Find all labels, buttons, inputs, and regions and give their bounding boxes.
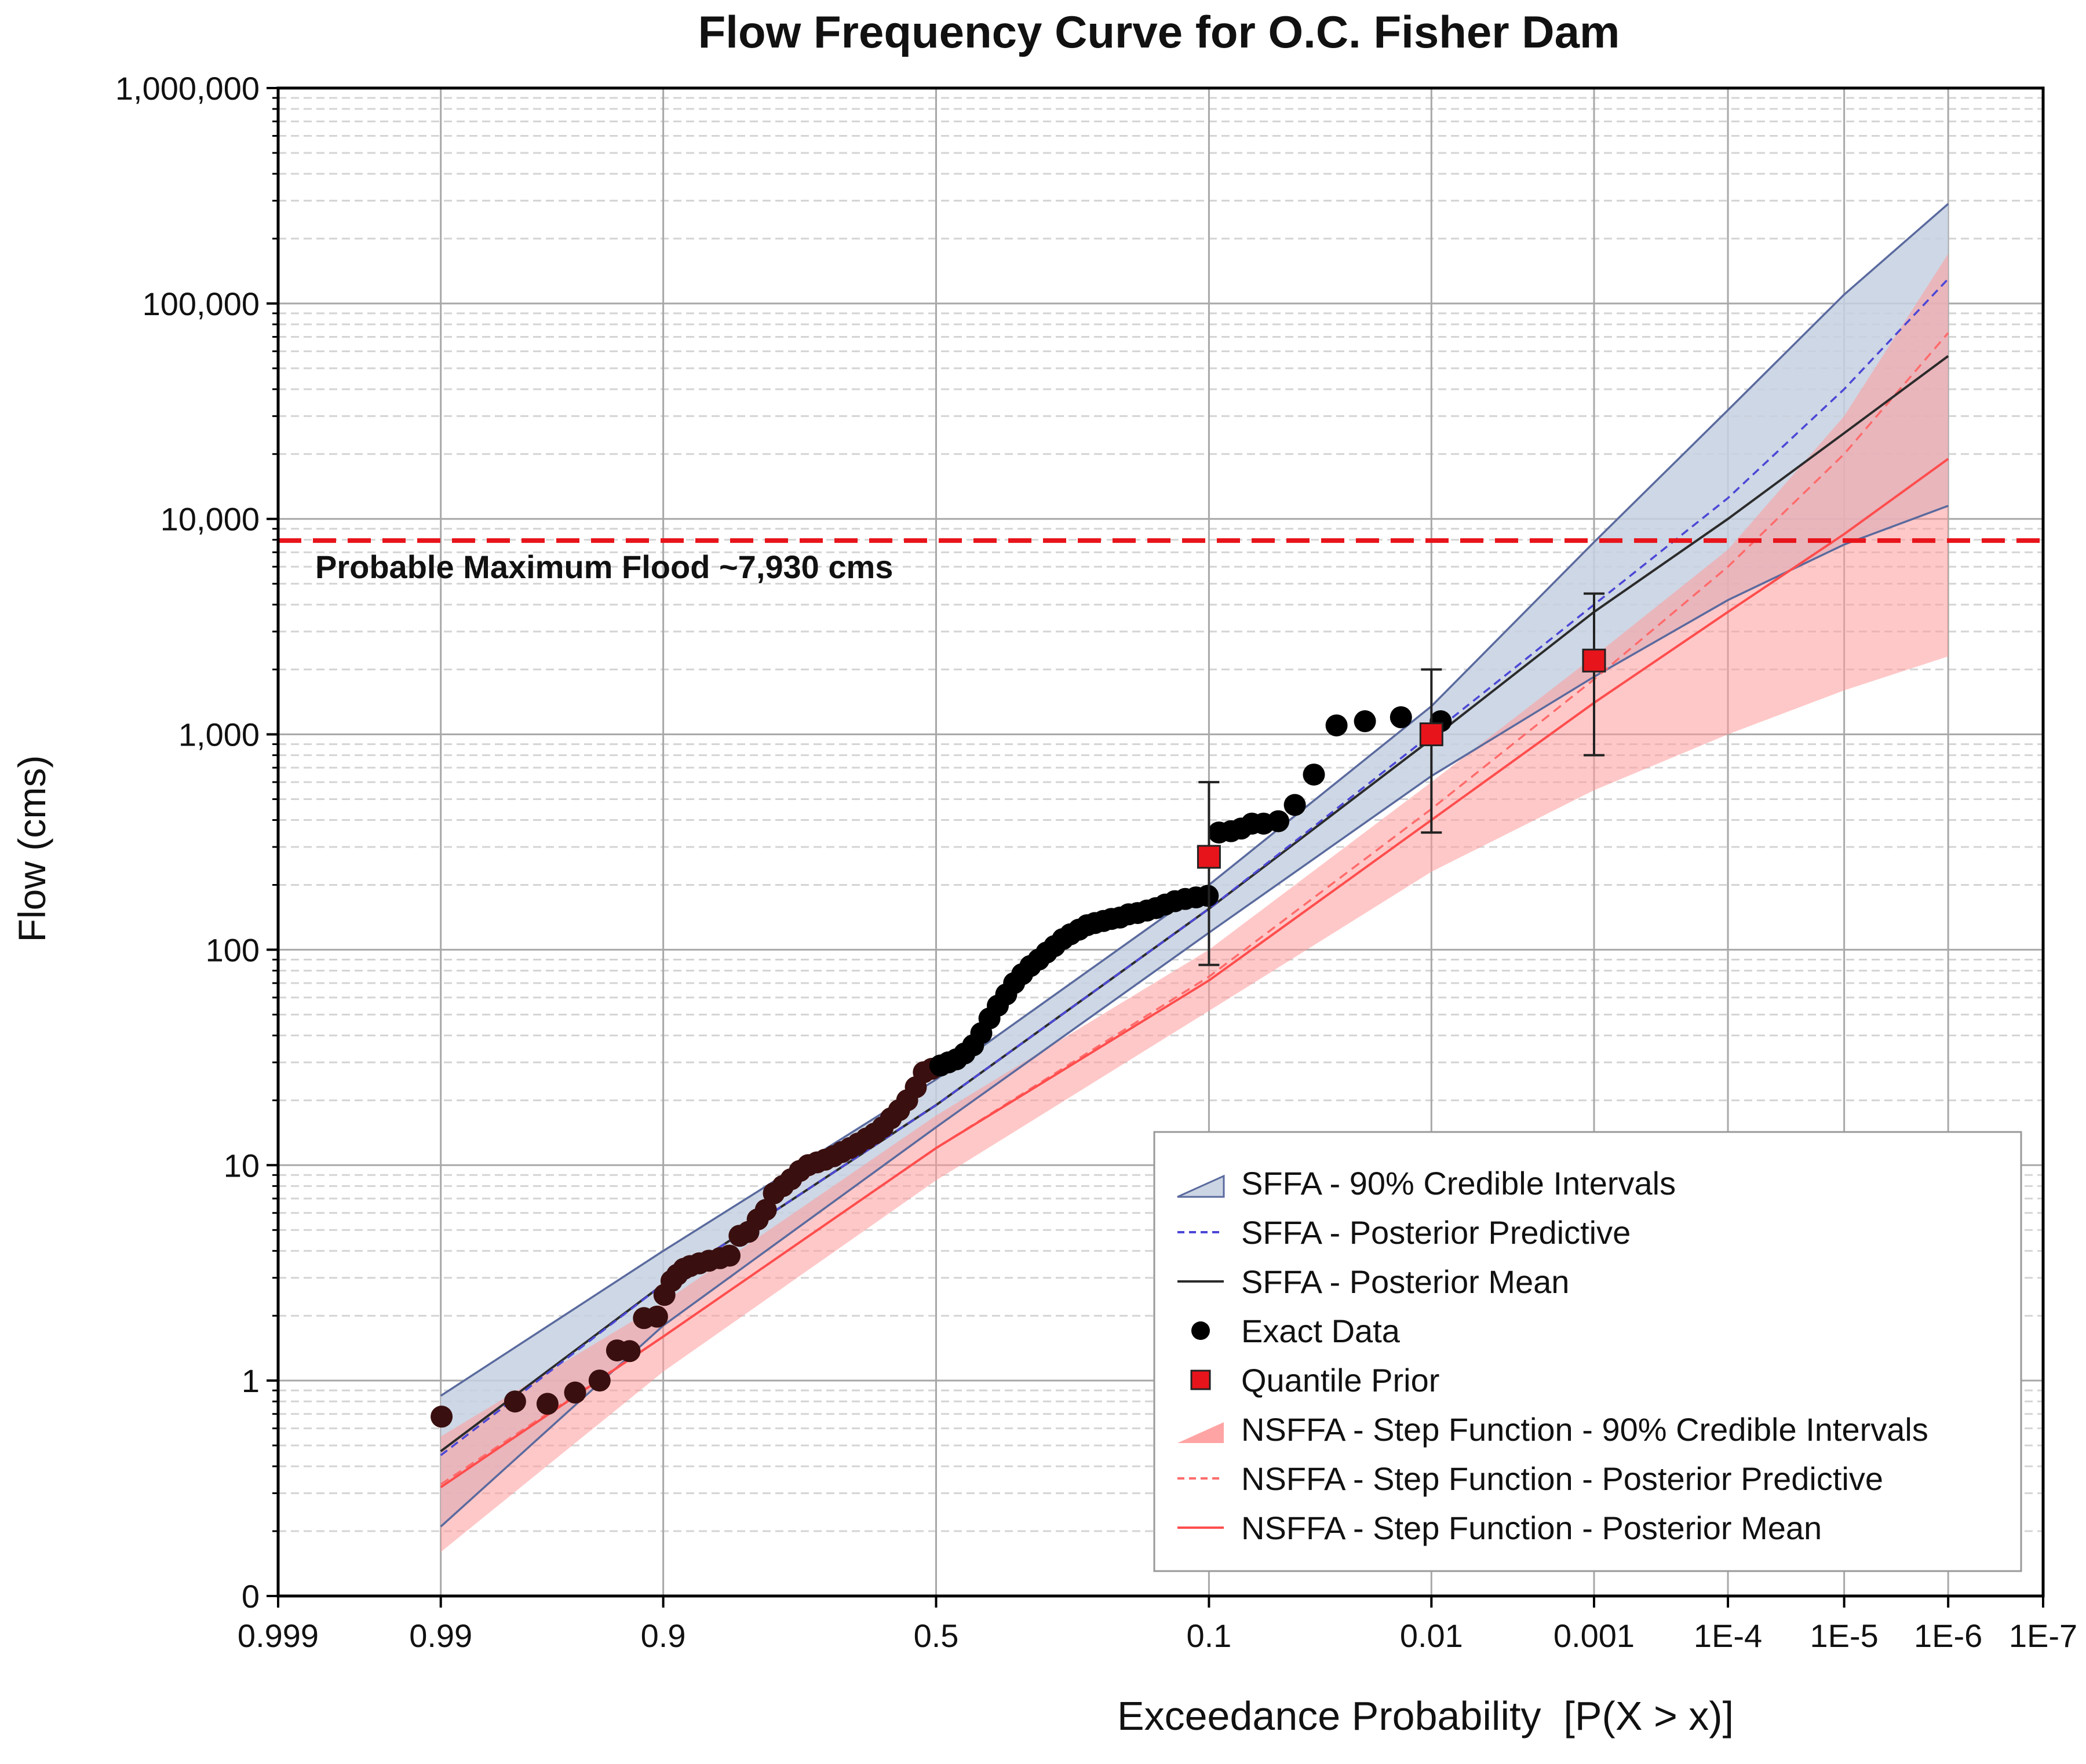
exact-data-point [719,1244,741,1267]
exact-data-point [564,1381,586,1404]
exact-data-point [1325,714,1348,737]
exact-data-point [618,1340,641,1363]
legend-label: SFFA - 90% Credible Intervals [1241,1165,1676,1201]
nsffa-band [440,254,1949,1553]
x-axis-label: Exceedance Probability [P(X > x)] [1117,1693,1734,1739]
plot-frame [276,86,2045,1598]
x-tick-label: 0.99 [409,1617,472,1654]
y-axis-label: Flow (cms) [10,755,53,943]
y-tick-label: 1,000,000 [115,70,260,107]
chart-title: Flow Frequency Curve for O.C. Fisher Dam [698,6,1620,57]
exact-data-point [646,1305,668,1328]
y-tick-label: 1 [242,1363,260,1399]
exact-data-point [588,1369,611,1392]
exact-data-point [1267,810,1290,832]
x-tick-label: 1E-7 [2009,1617,2077,1654]
exact-data-point [1283,794,1306,816]
legend-label: Quantile Prior [1241,1362,1439,1398]
y-tick-label: 1,000 [178,717,260,753]
legend-label: NSFFA - Step Function - Posterior Mean [1241,1510,1822,1546]
exact-data-point [754,1199,777,1221]
exact-data-point [1390,706,1412,729]
x-tick-label: 0.001 [1553,1617,1635,1654]
quantile-prior-marker [1582,648,1606,673]
x-tick-label: 1E-5 [1810,1617,1878,1654]
quantile-prior-marker [1419,722,1443,747]
legend-label: NSFFA - Step Function - Posterior Predic… [1241,1460,1883,1497]
y-tick-label: 100 [206,932,260,968]
exact-data-point [1354,710,1376,732]
legend: SFFA - 90% Credible Intervals SFFA - Post… [1153,1131,2022,1572]
legend-box [1153,1131,2022,1572]
exact-data-point [504,1390,526,1413]
exact-data-point [1303,764,1325,786]
exact-data-point [536,1393,559,1415]
quantile-prior-marker [1197,845,1221,869]
y-tick-label: 10,000 [161,501,260,538]
x-tick-label: 1E-4 [1694,1617,1762,1654]
x-tick-label: 0.1 [1186,1617,1231,1654]
pmf-label: Probable Maximum Flood ~7,930 cms [315,549,893,585]
exact-data-point [1197,885,1219,907]
legend-label: SFFA - Posterior Mean [1241,1263,1569,1300]
legend-swatch-dot [1191,1321,1210,1340]
x-tick-label: 0.5 [914,1617,959,1654]
x-tick-label: 1E-6 [1914,1617,1982,1654]
legend-swatch-band [1177,1422,1224,1443]
y-tick-label: 0 [242,1578,260,1615]
y-tick-label: 10 [224,1147,260,1184]
sffa-band [440,203,1949,1527]
plot-series [278,203,2043,1553]
x-tick-label: 0.9 [641,1617,686,1654]
legend-label: SFFA - Posterior Predictive [1241,1214,1631,1251]
x-tick-label: 0.01 [1400,1617,1463,1654]
exact-data-point [431,1405,453,1428]
legend-swatch-band [1177,1174,1225,1198]
legend-swatch-square [1190,1369,1211,1390]
legend-label: NSFFA - Step Function - 90% Credible Int… [1241,1411,1928,1448]
y-tick-label: 100,000 [143,286,260,322]
legend-label: Exact Data [1241,1313,1401,1349]
x-tick-label: 0.999 [238,1617,319,1654]
